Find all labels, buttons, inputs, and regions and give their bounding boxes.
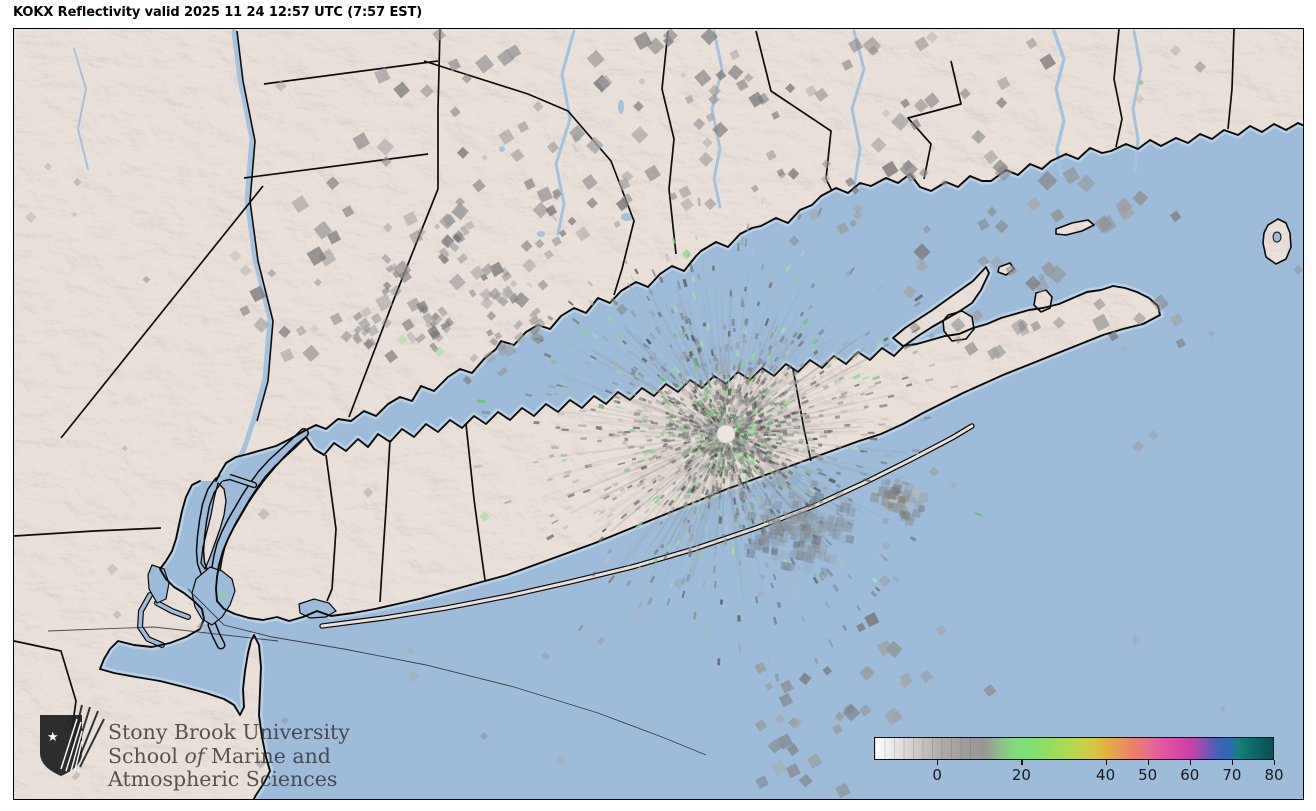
- page-title: KOKX Reflectivity valid 2025 11 24 12:57…: [13, 5, 423, 20]
- colorbar-gray-steps: [875, 738, 979, 759]
- reflectivity-colorbar: [874, 737, 1274, 760]
- map-canvas: [14, 29, 1303, 799]
- radar-map: 0 20 40 50 60 70 80 ★ Sto: [13, 28, 1304, 800]
- landmass: [14, 29, 1303, 799]
- radar-reflectivity-speckles: [25, 29, 1303, 799]
- channel-lines: [47, 588, 707, 756]
- county-borders: [14, 29, 1235, 730]
- coastlines: [99, 122, 1303, 799]
